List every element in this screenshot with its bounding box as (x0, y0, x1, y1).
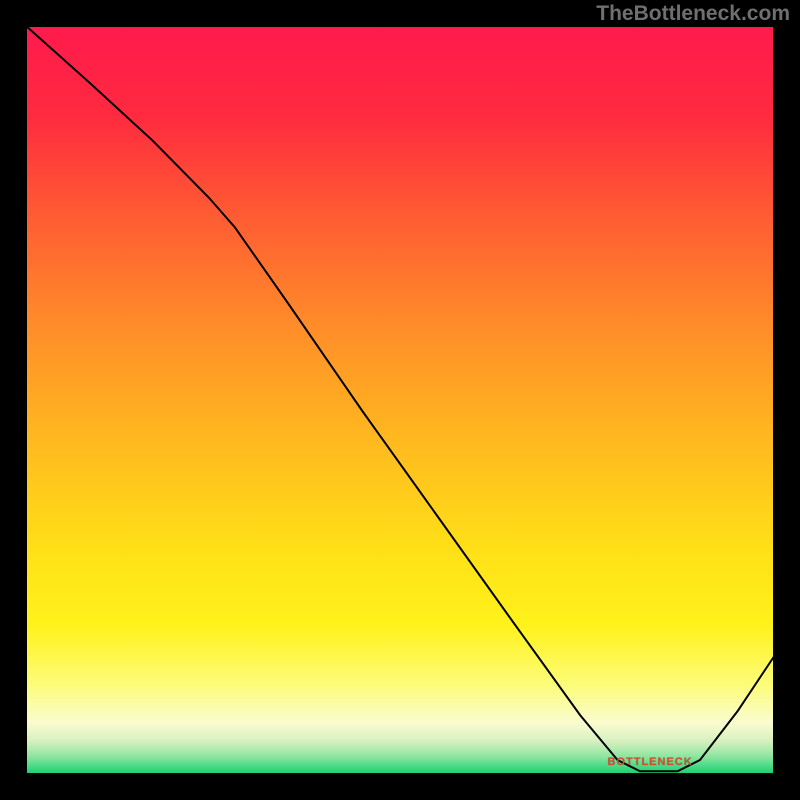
bottleneck-marker-label: BOTTLENECK (608, 756, 693, 768)
chart-container: TheBottleneck.com BOTTLENECK (0, 0, 800, 800)
watermark-source: TheBottleneck.com (596, 2, 790, 26)
line-chart (25, 25, 775, 775)
plot-area: BOTTLENECK (25, 25, 775, 775)
bottleneck-curve (25, 25, 775, 771)
